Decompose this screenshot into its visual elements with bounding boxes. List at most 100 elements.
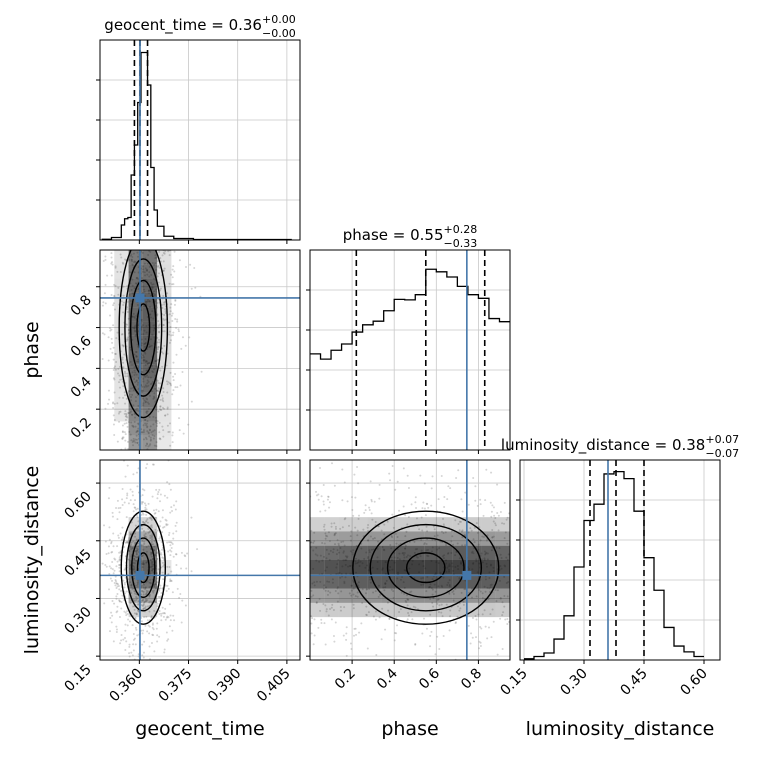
scatter-phase-vs-luminosity-distance-point	[315, 601, 318, 604]
scatter-geocent-time-vs-phase-point	[136, 422, 139, 425]
scatter-phase-vs-luminosity-distance-point	[484, 499, 487, 502]
scatter-geocent-time-vs-luminosity-distance-point	[148, 530, 151, 533]
scatter-geocent-time-vs-luminosity-distance-point	[133, 506, 136, 509]
scatter-geocent-time-vs-phase-point	[142, 438, 145, 441]
scatter-geocent-time-vs-luminosity-distance-point	[115, 597, 118, 600]
scatter-geocent-time-vs-phase-point	[160, 351, 163, 354]
scatter-phase-vs-luminosity-distance-point	[440, 603, 443, 606]
scatter-geocent-time-vs-luminosity-distance-point	[145, 592, 148, 595]
scatter-phase-vs-luminosity-distance-point	[345, 654, 348, 657]
scatter-geocent-time-vs-phase-density-cell	[142, 307, 158, 322]
scatter-geocent-time-vs-luminosity-distance-point	[116, 518, 119, 521]
scatter-phase-vs-luminosity-distance-grid	[310, 460, 510, 660]
scatter-geocent-time-vs-phase-contour-2	[129, 279, 157, 376]
scatter-phase-vs-luminosity-distance-point	[496, 483, 499, 486]
scatter-phase-vs-luminosity-distance-point	[310, 632, 313, 635]
scatter-phase-vs-luminosity-distance-point	[333, 532, 336, 535]
scatter-geocent-time-vs-phase-point	[123, 422, 126, 425]
scatter-phase-vs-luminosity-distance-point	[370, 498, 373, 501]
scatter-phase-vs-luminosity-distance-point	[412, 605, 415, 608]
scatter-phase-vs-luminosity-distance-point	[360, 622, 363, 625]
scatter-geocent-time-vs-luminosity-distance-point	[178, 596, 181, 599]
scatter-geocent-time-vs-phase-point	[145, 424, 148, 427]
scatter-geocent-time-vs-phase-density-cell	[114, 407, 129, 422]
scatter-phase-vs-luminosity-distance-point	[457, 469, 460, 472]
scatter-phase-vs-luminosity-distance-point	[467, 531, 470, 534]
scatter-geocent-time-vs-luminosity-distance-point	[117, 584, 120, 587]
scatter-geocent-time-vs-luminosity-distance-point	[163, 648, 166, 651]
scatter-geocent-time-vs-luminosity-distance-point	[132, 643, 135, 646]
scatter-geocent-time-vs-phase-point	[178, 429, 181, 432]
scatter-phase-vs-luminosity-distance-point	[459, 520, 462, 523]
scatter-phase-vs-luminosity-distance-point	[492, 620, 495, 623]
scatter-phase-vs-luminosity-distance-point	[497, 529, 500, 532]
scatter-geocent-time-vs-luminosity-distance-point	[131, 588, 134, 591]
scatter-geocent-time-vs-phase-point	[124, 394, 127, 397]
scatter-geocent-time-vs-luminosity-distance-contour-2	[131, 537, 156, 599]
scatter-geocent-time-vs-luminosity-distance-point	[135, 612, 138, 615]
scatter-geocent-time-vs-phase-point	[147, 445, 150, 448]
scatter-geocent-time-vs-phase-point	[126, 372, 129, 375]
scatter-geocent-time-vs-phase-point	[127, 412, 130, 415]
scatter-geocent-time-vs-phase-point	[150, 431, 153, 434]
scatter-geocent-time-vs-luminosity-distance-point	[137, 600, 140, 603]
scatter-phase-vs-luminosity-distance-point	[310, 622, 313, 625]
scatter-geocent-time-vs-phase-point	[121, 378, 124, 381]
scatter-phase-vs-luminosity-distance-point	[391, 536, 394, 539]
scatter-geocent-time-vs-phase-point	[114, 368, 117, 371]
scatter-phase-vs-luminosity-distance-density-cell	[452, 517, 468, 532]
scatter-geocent-time-vs-phase-point	[133, 439, 136, 442]
scatter-phase-vs-luminosity-distance-density-cell	[395, 574, 410, 589]
scatter-phase-vs-luminosity-distance-point	[310, 615, 313, 618]
scatter-geocent-time-vs-luminosity-distance-point	[181, 599, 184, 602]
scatter-phase-vs-luminosity-distance-point	[452, 590, 455, 593]
scatter-geocent-time-vs-luminosity-distance-point	[113, 602, 116, 605]
scatter-phase-vs-luminosity-distance-points	[310, 460, 510, 660]
scatter-geocent-time-vs-luminosity-distance-point	[127, 618, 130, 621]
scatter-phase-vs-luminosity-distance-point	[358, 631, 361, 634]
scatter-phase-vs-luminosity-distance-point	[324, 509, 327, 512]
scatter-phase-vs-luminosity-distance-point	[442, 523, 445, 526]
scatter-geocent-time-vs-luminosity-distance-point	[151, 622, 154, 625]
scatter-phase-vs-luminosity-distance-point	[327, 495, 330, 498]
scatter-geocent-time-vs-luminosity-distance-point	[111, 515, 114, 518]
scatter-geocent-time-vs-phase-point	[164, 308, 167, 311]
scatter-phase-vs-luminosity-distance-point	[462, 603, 465, 606]
scatter-geocent-time-vs-phase-point	[121, 430, 124, 433]
scatter-phase-vs-luminosity-distance-point	[408, 591, 411, 594]
scatter-geocent-time-vs-phase-point	[167, 250, 170, 253]
scatter-geocent-time-vs-luminosity-distance-point	[159, 584, 162, 587]
scatter-phase-vs-luminosity-distance-point	[414, 606, 417, 609]
scatter-geocent-time-vs-luminosity-distance-point	[158, 635, 161, 638]
scatter-geocent-time-vs-phase-point	[164, 300, 167, 303]
scatter-phase-vs-luminosity-distance-point	[464, 491, 467, 494]
scatter-geocent-time-vs-phase-point	[119, 410, 122, 413]
scatter-geocent-time-vs-luminosity-distance-point	[125, 614, 128, 617]
scatter-phase-vs-luminosity-distance-point	[460, 530, 463, 533]
scatter-phase-vs-luminosity-distance-point	[367, 529, 370, 532]
scatter-phase-vs-luminosity-distance-point	[404, 599, 407, 602]
scatter-phase-vs-luminosity-distance-point	[421, 507, 424, 510]
scatter-phase-vs-luminosity-distance-point	[480, 627, 483, 630]
scatter-phase-vs-luminosity-distance-point	[471, 636, 474, 639]
scatter-geocent-time-vs-phase-point	[163, 267, 166, 270]
scatter-geocent-time-vs-phase-point	[118, 410, 121, 413]
scatter-geocent-time-vs-phase-point	[159, 289, 162, 292]
scatter-geocent-time-vs-phase-point	[136, 430, 139, 433]
scatter-geocent-time-vs-luminosity-distance-point	[124, 623, 127, 626]
scatter-phase-vs-luminosity-distance-point	[396, 480, 399, 483]
scatter-phase-vs-luminosity-distance-point	[337, 592, 340, 595]
scatter-phase-vs-luminosity-distance-point	[374, 618, 377, 621]
scatter-geocent-time-vs-luminosity-distance-point	[137, 602, 140, 605]
scatter-phase-vs-luminosity-distance-point	[455, 477, 458, 480]
scatter-phase-vs-luminosity-distance-density-cell	[352, 588, 368, 603]
scatter-phase-vs-luminosity-distance-density-cell	[495, 517, 510, 532]
scatter-phase-vs-luminosity-distance-point	[425, 525, 428, 528]
scatter-phase-vs-luminosity-distance-point	[315, 601, 318, 604]
scatter-phase-vs-luminosity-distance-point	[352, 514, 355, 517]
scatter-geocent-time-vs-phase-point	[152, 423, 155, 426]
scatter-geocent-time-vs-phase-point	[157, 272, 160, 275]
scatter-geocent-time-vs-phase-point	[171, 334, 174, 337]
scatter-geocent-time-vs-luminosity-distance-point	[142, 593, 145, 596]
